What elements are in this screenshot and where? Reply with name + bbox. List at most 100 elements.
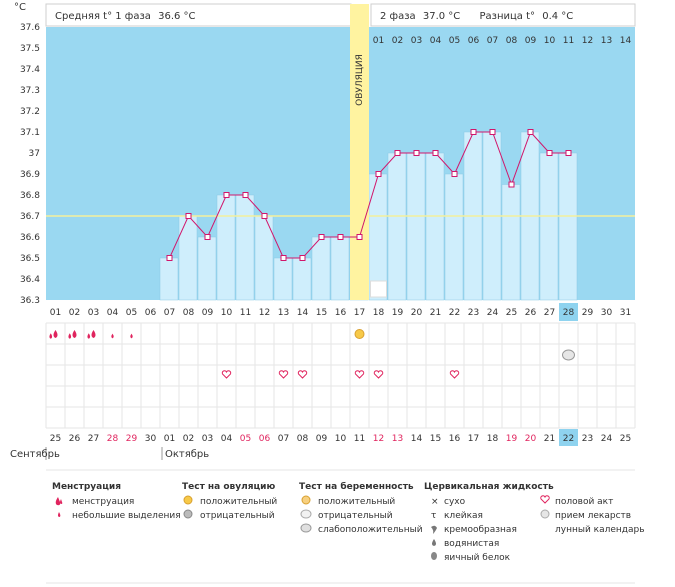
phase2-day-labels: 01 02 03 04 05 06 07 08 09 10 11 12 13 14: [373, 36, 632, 46]
calendar-date[interactable]: 11: [354, 434, 365, 444]
temp-point[interactable]: [546, 150, 553, 156]
cycle-day-label[interactable]: 24: [487, 308, 499, 318]
calendar-date[interactable]: 21: [544, 434, 555, 444]
temp-point[interactable]: [527, 129, 534, 135]
legend: Менструация менструация небольшие выделе…: [46, 469, 645, 584]
cycle-day-label[interactable]: 01: [50, 308, 61, 318]
calendar-date[interactable]: 13: [392, 434, 403, 444]
cycle-day-label[interactable]: 18: [373, 308, 385, 318]
calendar-date[interactable]: 29: [126, 434, 138, 444]
temp-point[interactable]: [337, 234, 344, 240]
temp-point[interactable]: [204, 234, 211, 240]
calendar-date[interactable]: 15: [430, 434, 441, 444]
y-tick-label: 36.5: [20, 254, 40, 264]
cycle-day-label[interactable]: 21: [430, 308, 441, 318]
calendar-date[interactable]: 17: [468, 434, 479, 444]
temp-point[interactable]: [394, 150, 401, 156]
cycle-day-label[interactable]: 30: [601, 308, 613, 318]
cycle-day-label[interactable]: 29: [582, 308, 594, 318]
today-date-cell: [559, 429, 578, 446]
temp-bar: [406, 152, 426, 301]
legend-cervical-watery: водянистая: [444, 539, 499, 549]
calendar-date-labels: 25 26 27 28 29 30 01 02 03 04 05 06 07 08 09 10 11 12 13 14…: [50, 429, 631, 446]
cycle-day-label[interactable]: 16: [335, 308, 347, 318]
preg-negative-icon: [300, 509, 312, 519]
temp-point[interactable]: [242, 192, 249, 198]
cycle-day-label[interactable]: 12: [259, 308, 270, 318]
temp-point[interactable]: [565, 150, 572, 156]
temp-point[interactable]: [261, 213, 268, 219]
legend-cervical-title: Цервикальная жидкость: [424, 482, 554, 492]
calendar-date[interactable]: 01: [164, 434, 175, 444]
temp-point[interactable]: [280, 255, 287, 261]
cycle-day-label[interactable]: 09: [202, 308, 214, 318]
cycle-day-label[interactable]: 08: [183, 308, 195, 318]
calendar-date[interactable]: 03: [202, 434, 213, 444]
calendar-date[interactable]: 05: [240, 434, 251, 444]
cycle-day-label[interactable]: 26: [525, 308, 537, 318]
cycle-day-label[interactable]: 27: [544, 308, 555, 318]
calendar-date[interactable]: 08: [297, 434, 309, 444]
temp-point[interactable]: [470, 129, 477, 135]
calendar-date[interactable]: 24: [601, 434, 613, 444]
calendar-date[interactable]: 16: [449, 434, 461, 444]
cycle-day-label[interactable]: 14: [297, 308, 309, 318]
calendar-date[interactable]: 07: [278, 434, 289, 444]
cycle-day-label[interactable]: 13: [278, 308, 289, 318]
temp-point[interactable]: [432, 150, 439, 156]
temperature-bars: [159, 131, 578, 301]
cycle-day-label[interactable]: 25: [506, 308, 517, 318]
calendar-date[interactable]: 25: [620, 434, 631, 444]
calendar-date[interactable]: 14: [411, 434, 423, 444]
calendar-date[interactable]: 04: [221, 434, 233, 444]
cycle-day-label[interactable]: 31: [620, 308, 631, 318]
cycle-day-label[interactable]: 02: [69, 308, 80, 318]
cycle-day-label[interactable]: 19: [392, 308, 404, 318]
temp-point[interactable]: [489, 129, 496, 135]
calendar-date[interactable]: 18: [487, 434, 499, 444]
calendar-date[interactable]: 23: [582, 434, 593, 444]
cycle-day-label[interactable]: 07: [164, 308, 175, 318]
calendar-date[interactable]: 19: [506, 434, 518, 444]
heart-icon: [540, 495, 550, 504]
cycle-day-label[interactable]: 10: [221, 308, 233, 318]
temp-point[interactable]: [508, 181, 515, 188]
calendar-date[interactable]: 09: [316, 434, 328, 444]
calendar-date[interactable]: 02: [183, 434, 194, 444]
temp-point[interactable]: [451, 171, 458, 177]
cycle-day-label[interactable]: 04: [107, 308, 119, 318]
temp-point[interactable]: [413, 150, 420, 156]
cycle-day-label[interactable]: 06: [145, 308, 157, 318]
cycle-day-label[interactable]: 17: [354, 308, 365, 318]
cycle-day-label[interactable]: 23: [468, 308, 479, 318]
calendar-date[interactable]: 25: [50, 434, 61, 444]
calendar-date[interactable]: 28: [107, 434, 119, 444]
calendar-date[interactable]: 20: [525, 434, 537, 444]
y-tick-label: 37: [29, 149, 40, 159]
cycle-day-label[interactable]: 11: [240, 308, 251, 318]
temp-point[interactable]: [223, 192, 230, 198]
calendar-date[interactable]: 12: [373, 434, 384, 444]
temp-point[interactable]: [318, 234, 325, 240]
calendar-date[interactable]: 22: [563, 434, 574, 444]
temp-bar: [558, 152, 578, 301]
legend-preg-positive: положительный: [318, 497, 395, 507]
calendar-date[interactable]: 26: [69, 434, 81, 444]
cycle-day-label[interactable]: 22: [449, 308, 460, 318]
calendar-date[interactable]: 27: [88, 434, 99, 444]
temp-point[interactable]: [166, 255, 173, 261]
y-tick-label: 36.6: [20, 233, 40, 243]
temp-point[interactable]: [356, 234, 363, 240]
temp-point[interactable]: [375, 171, 382, 177]
cycle-day-label[interactable]: 20: [411, 308, 423, 318]
calendar-date[interactable]: 30: [145, 434, 157, 444]
cycle-day-label[interactable]: 15: [316, 308, 327, 318]
temp-point[interactable]: [185, 213, 192, 219]
cycle-day-label[interactable]: 28: [563, 308, 575, 318]
calendar-date[interactable]: 10: [335, 434, 347, 444]
calendar-date[interactable]: 06: [259, 434, 271, 444]
cycle-day-label[interactable]: 03: [88, 308, 99, 318]
y-tick-label: 36.9: [20, 170, 40, 180]
cycle-day-label[interactable]: 05: [126, 308, 137, 318]
temp-point[interactable]: [299, 255, 306, 261]
